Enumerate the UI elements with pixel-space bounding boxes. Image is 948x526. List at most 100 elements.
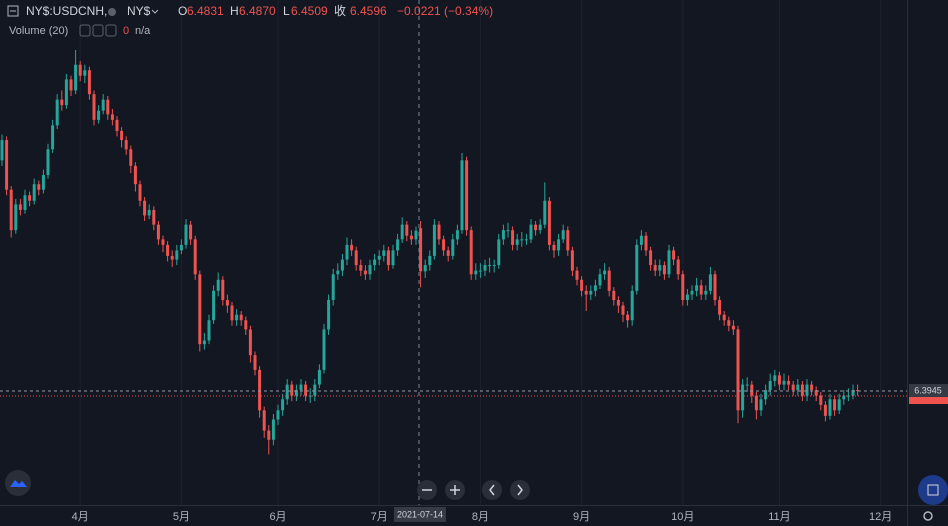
candle-body — [304, 384, 308, 396]
logo-icon — [10, 480, 27, 487]
candle-body — [354, 250, 358, 266]
candle-body — [294, 390, 298, 396]
candle-body — [851, 390, 855, 396]
candle-body — [55, 99, 59, 126]
candle-body — [515, 239, 519, 245]
candle-body — [570, 250, 574, 271]
candle-body — [32, 184, 36, 201]
candle-body — [271, 419, 275, 440]
bid-price-box — [909, 397, 948, 405]
candle-body — [331, 274, 335, 301]
candle-body — [225, 300, 229, 306]
candle-body — [92, 94, 96, 120]
candle-body — [662, 265, 666, 275]
candle-body — [161, 239, 165, 245]
candle-body — [120, 130, 124, 141]
candle-body — [474, 270, 478, 275]
zoom-in-icon — [450, 485, 460, 495]
candle-body — [699, 285, 703, 295]
candle-body — [796, 384, 800, 391]
scroll-right-button[interactable] — [510, 480, 530, 500]
candle-body — [593, 285, 597, 291]
candle-body — [589, 290, 593, 295]
candle-body — [750, 384, 754, 396]
candle-body — [124, 140, 128, 150]
candle-body — [423, 265, 427, 272]
scroll-left-button[interactable] — [482, 480, 502, 500]
candle-body — [235, 314, 239, 321]
candle-body — [202, 340, 206, 345]
candle-body — [83, 70, 87, 76]
settings-gear[interactable] — [923, 511, 933, 521]
candle-body — [110, 114, 114, 120]
candle-body — [787, 380, 791, 385]
candle-body — [396, 239, 400, 251]
candle-body — [764, 390, 768, 400]
candle-body — [501, 230, 505, 240]
collapse-icon[interactable] — [7, 5, 19, 17]
candle-body — [419, 228, 423, 272]
scroll-left-icon — [489, 484, 495, 496]
x-tick-label: 5月 — [173, 511, 190, 523]
candle-body — [639, 235, 643, 245]
candle-body — [768, 380, 772, 391]
candle-body — [520, 239, 524, 241]
edit-button[interactable] — [918, 475, 948, 505]
candle-body — [612, 290, 616, 301]
candle-body — [736, 329, 740, 411]
candle-body — [363, 270, 367, 275]
symbol[interactable]: NY$:USDCNH, — [26, 4, 107, 18]
x-tick-label: 12月 — [869, 511, 892, 523]
candle-body — [681, 274, 685, 301]
candle-body — [561, 230, 565, 240]
candle-body — [322, 329, 326, 370]
candle-body — [60, 99, 64, 106]
candle-body — [529, 224, 533, 240]
candle-body — [823, 404, 827, 416]
candle-body — [244, 320, 248, 330]
last-price-label: 6.3945 — [914, 385, 942, 395]
volume-value: 0 — [123, 25, 129, 37]
candle-body — [511, 230, 515, 245]
crosshair-date: 2021-07-14 — [397, 509, 443, 519]
candle-body — [5, 140, 9, 190]
candle-body — [41, 175, 45, 190]
eye-icon[interactable] — [79, 24, 91, 37]
close-icon[interactable] — [105, 24, 117, 37]
x-tick-label: 11月 — [768, 511, 790, 523]
candle-body — [313, 384, 317, 396]
candle-body — [547, 200, 551, 245]
candle-body — [189, 224, 193, 240]
candle-body — [258, 369, 262, 411]
candle-body — [690, 290, 694, 295]
candle-body — [552, 244, 556, 251]
grid — [79, 0, 882, 505]
candle-body — [492, 265, 496, 267]
candle-body — [616, 300, 620, 306]
candle-body — [846, 395, 850, 397]
x-tick-label: 6月 — [269, 511, 286, 523]
candle-body — [856, 390, 860, 392]
candle-body — [722, 314, 726, 321]
candle-body — [414, 230, 418, 240]
dropdown-icon[interactable] — [151, 9, 159, 14]
exchange[interactable]: NY$ — [127, 4, 151, 18]
settings-icon[interactable] — [92, 24, 104, 37]
candle-body — [115, 119, 119, 131]
candle-body — [175, 250, 179, 260]
candle-body — [810, 384, 814, 391]
volume-label: Volume (20) — [9, 25, 68, 37]
high-value: 6.4870 — [239, 4, 276, 18]
high-label: H — [230, 4, 239, 18]
candle-body — [695, 285, 699, 291]
candle-body — [446, 250, 450, 256]
candle-body — [557, 239, 561, 251]
candle-body — [805, 384, 809, 396]
candle-body — [290, 384, 294, 396]
candle-body — [276, 410, 280, 420]
candle-body — [451, 239, 455, 256]
x-tick-label: 10月 — [671, 511, 694, 523]
close-label: 收 — [334, 4, 346, 18]
candle-body — [377, 255, 381, 260]
